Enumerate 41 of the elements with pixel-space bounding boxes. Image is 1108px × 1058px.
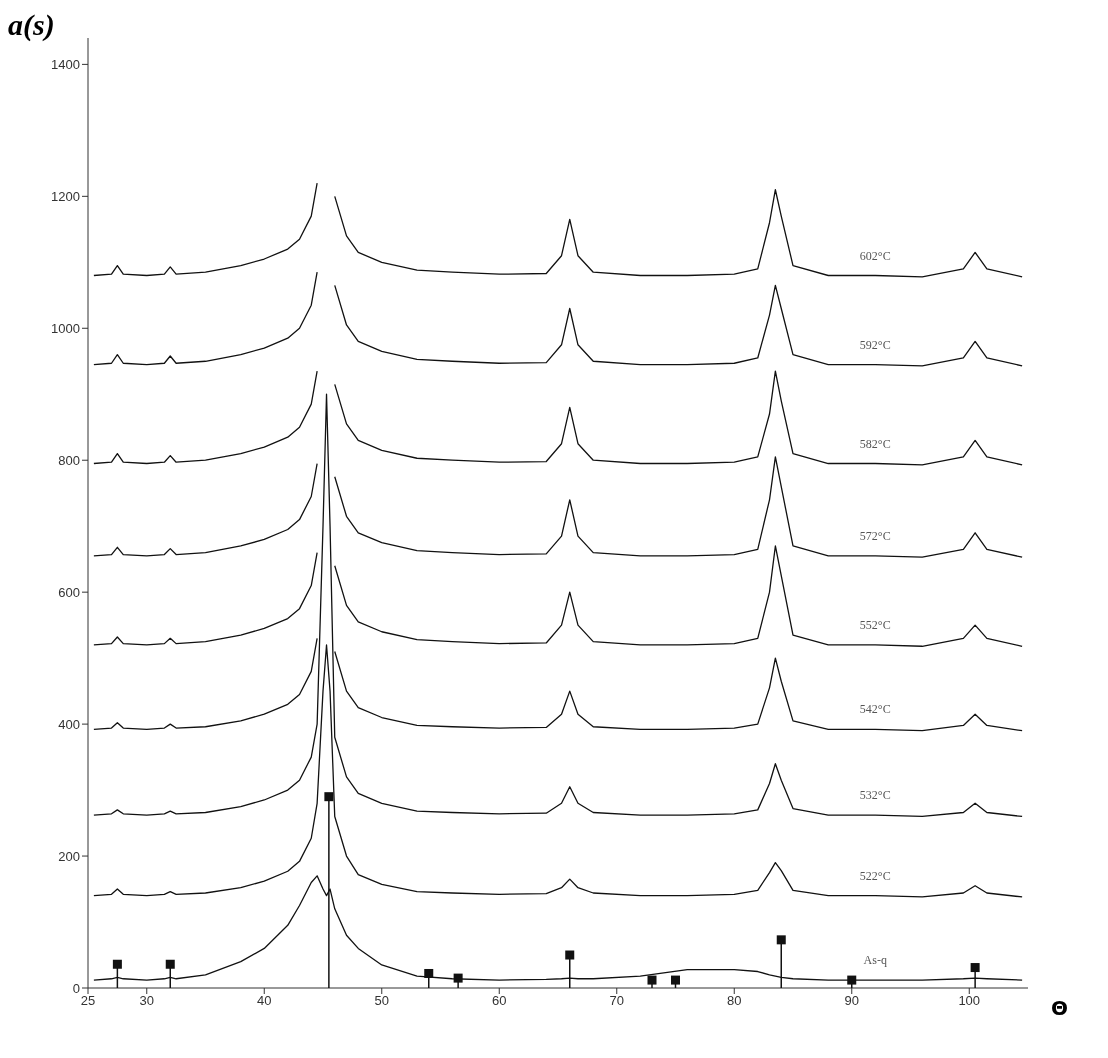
y-tick-label: 1200: [51, 188, 80, 204]
y-tick-label: 600: [58, 584, 80, 600]
y-tick-label: 800: [58, 452, 80, 468]
point: [671, 975, 680, 985]
x-tick-label: 90: [844, 993, 859, 1009]
x-tick-label: 25: [80, 993, 96, 1009]
y-axis-title: a(s): [8, 8, 55, 42]
point: [324, 792, 334, 802]
point: [165, 959, 175, 969]
x-tick-label: 100: [958, 993, 981, 1009]
line-series: [93, 644, 1023, 898]
series-label: 552°C: [859, 617, 891, 632]
point: [776, 935, 786, 945]
y-tick-label: 400: [58, 716, 80, 732]
x-tick-label: 70: [609, 993, 624, 1009]
x-tick-label: 30: [139, 993, 154, 1009]
y-tick-label: 200: [58, 848, 80, 864]
series-label: 532°C: [859, 788, 891, 803]
series-label: 542°C: [859, 702, 891, 717]
y-tick-label: 1400: [51, 57, 80, 72]
point: [453, 973, 463, 983]
y-tick-label: 1000: [51, 320, 80, 336]
series-label: 592°C: [859, 337, 891, 352]
point: [112, 959, 122, 969]
x-tick-label: 40: [257, 993, 272, 1009]
line-series: [93, 393, 1023, 818]
point: [424, 968, 434, 978]
x-tick-label: 50: [374, 993, 389, 1009]
x-tick-label: 60: [492, 993, 507, 1009]
point: [647, 975, 657, 985]
series-label: 572°C: [859, 528, 891, 543]
series-label: 522°C: [859, 868, 891, 883]
series-label: 582°C: [859, 436, 891, 451]
x-tick-label: 80: [727, 993, 742, 1009]
series-label: 602°C: [859, 248, 891, 263]
point: [565, 950, 575, 960]
point: [970, 963, 980, 973]
series-label: As-q: [863, 953, 887, 968]
y-tick-label: 0: [72, 980, 80, 996]
x-axis-title: Θ: [1050, 996, 1068, 1020]
point: [847, 975, 857, 985]
